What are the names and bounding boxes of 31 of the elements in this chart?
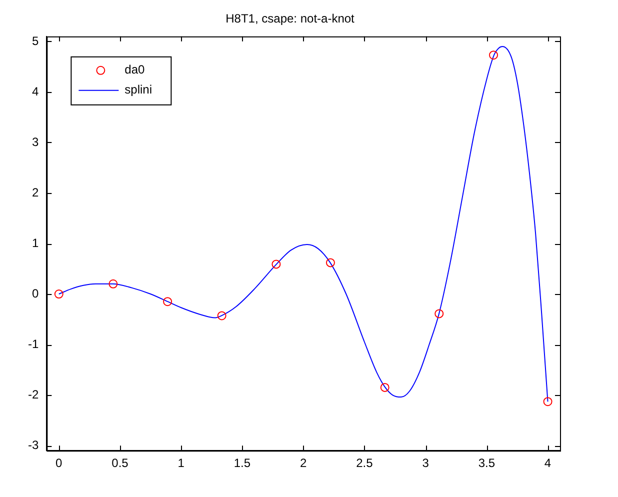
y-tick-label: 2 <box>32 185 39 200</box>
x-tick-label: 3.5 <box>478 456 496 470</box>
x-tick-label: 3 <box>422 456 430 470</box>
x-tick-label: 2 <box>300 456 307 470</box>
x-tick-label: 0 <box>56 456 63 470</box>
point <box>163 297 172 306</box>
point <box>326 258 335 268</box>
legend-label: splini <box>124 82 152 97</box>
chart-title: H8T1, csape: not-a-knot <box>226 12 356 26</box>
point <box>217 311 226 320</box>
point <box>272 260 281 269</box>
y-tick-label: 1 <box>32 236 39 250</box>
x-tick-label: 1.5 <box>234 456 251 470</box>
point <box>543 397 552 406</box>
y-tick-label: 5 <box>32 34 39 48</box>
y-tick-label: 0 <box>32 286 39 300</box>
x-tick-label: 0.5 <box>112 456 129 470</box>
point <box>54 290 64 299</box>
point <box>434 309 444 318</box>
x-tick-label: 2.5 <box>356 456 374 470</box>
y-tick-label: -1 <box>28 336 39 351</box>
y-tick-label: 3 <box>32 134 39 149</box>
point <box>489 50 498 60</box>
point <box>380 382 390 392</box>
x-tick-label: 4 <box>544 456 552 470</box>
legend-label: da0 <box>124 62 146 77</box>
point <box>108 279 118 288</box>
y-tick-label: 4 <box>32 84 39 98</box>
x-tick-label: 1 <box>178 456 185 470</box>
y-tick-label: -3 <box>28 438 39 452</box>
y-tick-label: -2 <box>28 387 39 402</box>
